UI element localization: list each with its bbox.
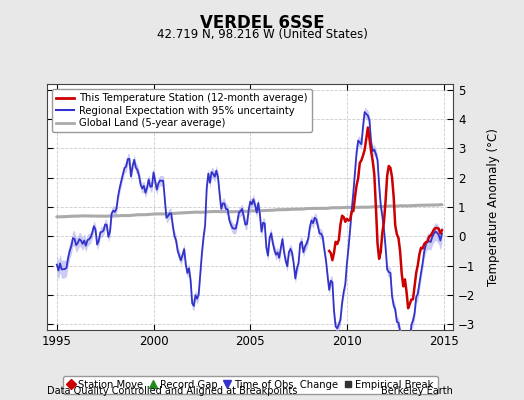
Text: Berkeley Earth: Berkeley Earth bbox=[381, 386, 453, 396]
Text: VERDEL 6SSE: VERDEL 6SSE bbox=[200, 14, 324, 32]
Y-axis label: Temperature Anomaly (°C): Temperature Anomaly (°C) bbox=[487, 128, 499, 286]
Legend: Station Move, Record Gap, Time of Obs. Change, Empirical Break: Station Move, Record Gap, Time of Obs. C… bbox=[62, 376, 438, 394]
Text: 42.719 N, 98.216 W (United States): 42.719 N, 98.216 W (United States) bbox=[157, 28, 367, 41]
Text: Data Quality Controlled and Aligned at Breakpoints: Data Quality Controlled and Aligned at B… bbox=[47, 386, 298, 396]
